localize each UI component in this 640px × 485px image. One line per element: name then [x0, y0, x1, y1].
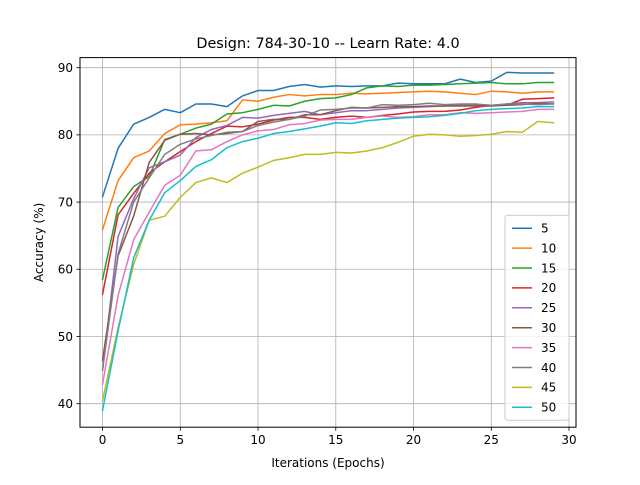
y-tick-label: 80 — [58, 128, 73, 142]
x-tick-label: 0 — [99, 433, 107, 447]
legend-label-40: 40 — [541, 361, 556, 375]
series-line-50 — [101, 105, 555, 412]
x-tick-label: 30 — [561, 433, 576, 447]
x-tick-label: 20 — [406, 433, 421, 447]
grid — [80, 57, 576, 428]
legend-label-30: 30 — [541, 321, 556, 335]
legend-label-25: 25 — [541, 301, 556, 315]
legend-box — [504, 214, 570, 421]
y-tick-label: 90 — [58, 61, 73, 75]
y-axis-ticks: 40 50 60 70 80 90 — [58, 61, 80, 411]
legend-label-10: 10 — [541, 241, 556, 255]
series-line-35 — [101, 108, 555, 386]
series-line-30 — [101, 102, 555, 361]
x-tick-label: 25 — [484, 433, 499, 447]
legend-label-45: 45 — [541, 381, 556, 395]
legend-label-50: 50 — [541, 401, 556, 415]
legend-label-35: 35 — [541, 341, 556, 355]
y-tick-label: 70 — [58, 195, 73, 209]
x-axis-ticks: 0 5 10 15 20 25 30 — [99, 427, 577, 447]
y-axis-label: Accuracy (%) — [32, 203, 46, 282]
series-line-20 — [101, 97, 555, 296]
y-tick-label: 50 — [58, 330, 73, 344]
x-axis-label: Iterations (Epochs) — [271, 456, 384, 470]
y-tick-label: 60 — [58, 263, 73, 277]
legend-label-5: 5 — [541, 222, 549, 236]
series-line-5 — [101, 71, 555, 198]
axes-frame — [79, 57, 577, 428]
legend-label-15: 15 — [541, 261, 556, 275]
chart-title: Design: 784-30-10 -- Learn Rate: 4.0 — [196, 36, 459, 52]
x-tick-label: 15 — [328, 433, 343, 447]
x-tick-label: 10 — [250, 433, 265, 447]
legend-label-20: 20 — [541, 281, 556, 295]
series-line-40 — [101, 102, 555, 371]
series-line-10 — [101, 90, 555, 231]
series-line-45 — [101, 120, 555, 402]
y-tick-label: 40 — [58, 397, 73, 411]
x-tick-label: 5 — [176, 433, 184, 447]
series-lines — [101, 71, 555, 412]
legend: 5 10 15 20 25 30 35 40 45 50 — [504, 214, 570, 421]
